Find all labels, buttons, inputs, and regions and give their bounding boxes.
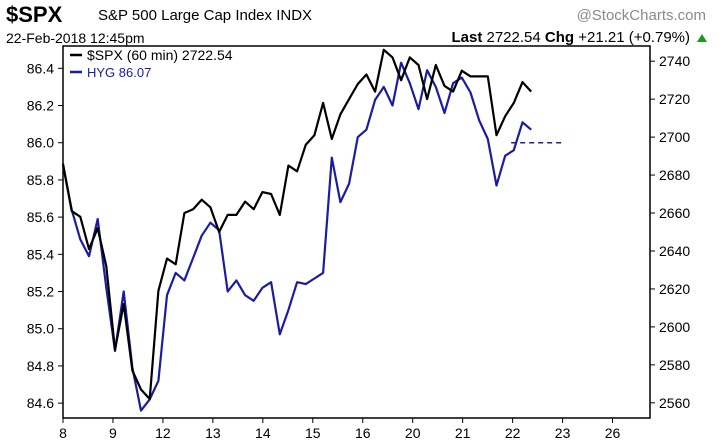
index-name: S&P 500 Large Cap Index INDX [98, 7, 312, 24]
right-tick-label: 2580 [659, 357, 690, 373]
exchange-code: INDX [276, 7, 313, 24]
right-tick-label: 2640 [659, 243, 690, 259]
x-tick-label: 23 [555, 425, 571, 441]
last-label: Last [451, 29, 483, 46]
x-tick-label: 15 [305, 425, 321, 441]
right-tick-label: 2740 [659, 53, 690, 69]
plot-frame [62, 45, 651, 419]
left-tick-label: 85.6 [27, 209, 54, 225]
right-tick-label: 2680 [659, 167, 690, 183]
x-tick-label: 21 [455, 425, 471, 441]
up-arrow-icon [697, 34, 707, 42]
left-tick-label: 84.6 [27, 395, 54, 411]
stockcharts-watermark: @StockCharts.com [576, 7, 706, 24]
x-tick-label: 22 [505, 425, 521, 441]
chart-legend: $SPX (60 min) 2722.54 HYG 86.07 [70, 47, 233, 80]
legend-entry-spx: $SPX (60 min) 2722.54 [87, 47, 233, 63]
spx-series-line [61, 48, 533, 401]
x-tick-label: 26 [605, 425, 621, 441]
x-tick-label: 8 [59, 425, 67, 441]
left-tick-label: 85.0 [27, 321, 54, 337]
left-tick-label: 86.2 [27, 98, 54, 114]
hyg-series-line [61, 61, 532, 412]
right-tick-label: 2560 [659, 395, 690, 411]
right-tick-label: 2720 [659, 91, 690, 107]
left-tick-label: 86.4 [27, 60, 54, 76]
x-tick-label: 16 [355, 425, 371, 441]
x-tick-label: 9 [109, 425, 117, 441]
change-value: +21.21 (+0.79%) [578, 29, 690, 46]
right-tick-label: 2700 [659, 129, 690, 145]
x-tick-label: 20 [405, 425, 421, 441]
left-tick-label: 86.0 [27, 135, 54, 151]
left-tick-label: 84.8 [27, 358, 54, 374]
quote-summary: Last 2722.54 Chg +21.21 (+0.79%) [451, 29, 690, 46]
right-tick-label: 2660 [659, 205, 690, 221]
index-full-name: S&P 500 Large Cap Index [98, 7, 273, 24]
left-tick-label: 85.2 [27, 284, 54, 300]
ticker-symbol: $SPX [6, 2, 63, 27]
right-tick-label: 2620 [659, 281, 690, 297]
x-tick-label: 13 [205, 425, 221, 441]
quote-date: 22-Feb-2018 12:45pm [6, 30, 145, 46]
change-label: Chg [544, 29, 575, 46]
left-tick-label: 85.4 [27, 246, 54, 262]
x-tick-label: 12 [155, 425, 171, 441]
x-tick-label: 14 [255, 425, 271, 441]
right-tick-label: 2600 [659, 319, 690, 335]
legend-entry-hyg: HYG 86.07 [87, 65, 151, 80]
last-value: 2722.54 [486, 29, 541, 46]
left-tick-label: 85.8 [27, 172, 54, 188]
